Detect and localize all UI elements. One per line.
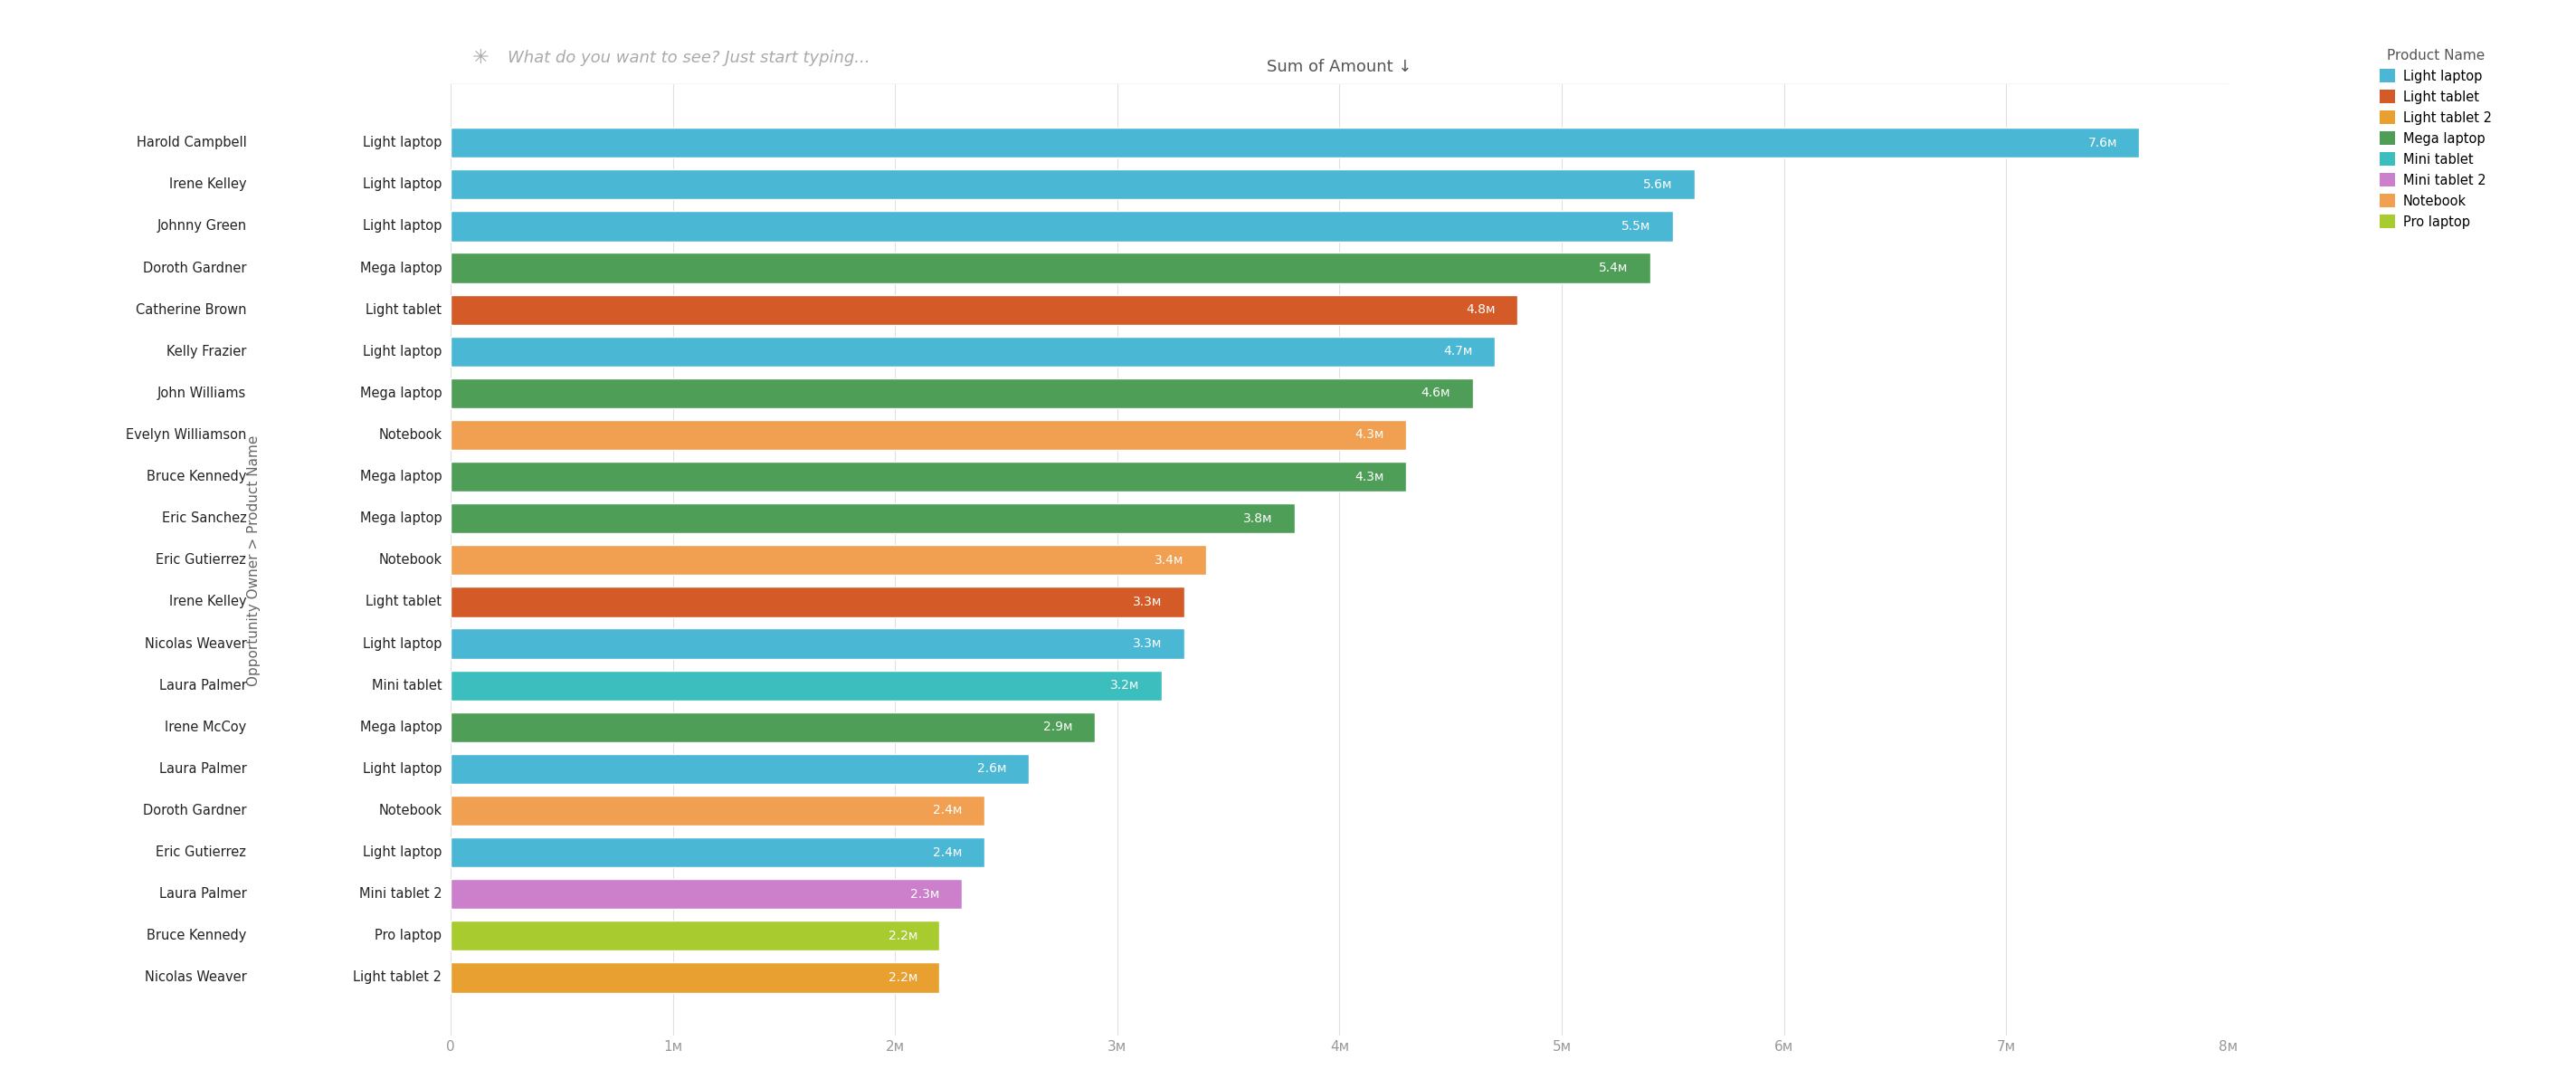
Bar [451,754,1028,783]
Text: Eric Sanchez: Eric Sanchez [162,511,247,525]
Bar [451,587,1185,617]
Bar [451,504,1296,533]
Text: 4.3м: 4.3м [1355,428,1383,441]
Text: 2.6м: 2.6м [976,763,1007,775]
Text: Laura Palmer: Laura Palmer [160,762,247,776]
Text: 3.2м: 3.2м [1110,679,1139,692]
Bar [451,169,1695,200]
Text: ✳: ✳ [471,49,489,67]
Text: What do you want to see? Just start typing...: What do you want to see? Just start typi… [507,50,871,66]
Text: Harold Campbell: Harold Campbell [137,136,247,150]
Bar [451,629,1185,658]
Bar [451,879,961,910]
Text: 3.8м: 3.8м [1244,513,1273,524]
Text: 4.6м: 4.6м [1422,387,1450,399]
Text: 2.4м: 2.4м [933,804,961,817]
Text: Laura Palmer: Laura Palmer [160,679,247,692]
Text: 7.6м: 7.6м [2087,136,2117,149]
Legend: Light laptop, Light tablet, Light tablet 2, Mega laptop, Mini tablet, Mini table: Light laptop, Light tablet, Light tablet… [2375,43,2496,234]
Text: Doroth Gardner: Doroth Gardner [142,261,247,275]
Bar [451,211,1672,242]
Text: 5.4м: 5.4м [1600,261,1628,274]
Text: Eric Gutierrez: Eric Gutierrez [157,554,247,566]
Text: Mega laptop: Mega laptop [361,469,443,483]
Text: Mini tablet: Mini tablet [371,679,443,692]
Text: 4.7м: 4.7м [1443,345,1473,358]
Text: Light laptop: Light laptop [363,219,443,233]
Text: John Williams: John Williams [157,386,247,400]
Text: Light laptop: Light laptop [363,637,443,651]
Text: Notebook: Notebook [379,804,443,818]
Text: 2.9м: 2.9м [1043,721,1072,734]
Text: 4.8м: 4.8м [1466,303,1494,316]
Bar [451,962,940,993]
Text: Light tablet 2: Light tablet 2 [353,971,443,984]
Text: Johnny Green: Johnny Green [157,219,247,233]
Text: 3.4м: 3.4м [1154,554,1185,566]
Text: Light laptop: Light laptop [363,136,443,150]
Text: Mega laptop: Mega laptop [361,721,443,734]
Text: Nicolas Weaver: Nicolas Weaver [144,971,247,984]
Text: 2.2м: 2.2м [889,971,917,984]
Text: Bruce Kennedy: Bruce Kennedy [147,469,247,483]
Bar [451,295,1517,325]
Bar [451,545,1206,575]
Bar [451,462,1406,492]
Text: 2.3м: 2.3м [909,888,940,900]
Text: Mega laptop: Mega laptop [361,261,443,275]
Text: 5.5м: 5.5м [1620,220,1651,233]
Title: Sum of Amount ↓: Sum of Amount ↓ [1267,59,1412,76]
Text: 2.2м: 2.2м [889,929,917,942]
Text: Light laptop: Light laptop [363,762,443,776]
Text: Mini tablet 2: Mini tablet 2 [358,887,443,901]
Bar [451,378,1473,408]
Text: Mega laptop: Mega laptop [361,511,443,525]
Bar [451,252,1651,283]
Text: Notebook: Notebook [379,554,443,566]
Text: Mega laptop: Mega laptop [361,386,443,400]
Text: Irene McCoy: Irene McCoy [165,721,247,734]
Text: Laura Palmer: Laura Palmer [160,887,247,901]
Text: 5.6м: 5.6м [1643,178,1672,191]
Bar [451,337,1494,367]
Bar [451,712,1095,742]
Bar [451,420,1406,450]
Text: Doroth Gardner: Doroth Gardner [142,804,247,818]
Text: Light laptop: Light laptop [363,846,443,859]
Text: Kelly Frazier: Kelly Frazier [167,344,247,358]
Y-axis label: Opportunity Owner > Product Name: Opportunity Owner > Product Name [247,435,260,685]
Text: Irene Kelley: Irene Kelley [170,178,247,191]
Text: Evelyn Williamson: Evelyn Williamson [126,428,247,441]
Text: Pro laptop: Pro laptop [376,929,443,943]
Text: 4.3м: 4.3м [1355,470,1383,483]
Text: Light tablet: Light tablet [366,303,443,316]
Text: 2.4м: 2.4м [933,846,961,859]
Text: Notebook: Notebook [379,428,443,441]
Text: Eric Gutierrez: Eric Gutierrez [157,846,247,859]
Text: Light laptop: Light laptop [363,344,443,358]
Bar [451,670,1162,700]
Bar [451,837,984,868]
Bar [451,795,984,825]
Text: Irene Kelley: Irene Kelley [170,596,247,609]
Bar [451,127,2138,158]
Text: Light laptop: Light laptop [363,178,443,191]
Text: 3.3м: 3.3м [1133,596,1162,609]
Text: 3.3м: 3.3м [1133,638,1162,650]
Text: Catherine Brown: Catherine Brown [137,303,247,316]
Text: Light tablet: Light tablet [366,596,443,609]
Text: Bruce Kennedy: Bruce Kennedy [147,929,247,943]
Bar [451,920,940,951]
Text: Nicolas Weaver: Nicolas Weaver [144,637,247,651]
